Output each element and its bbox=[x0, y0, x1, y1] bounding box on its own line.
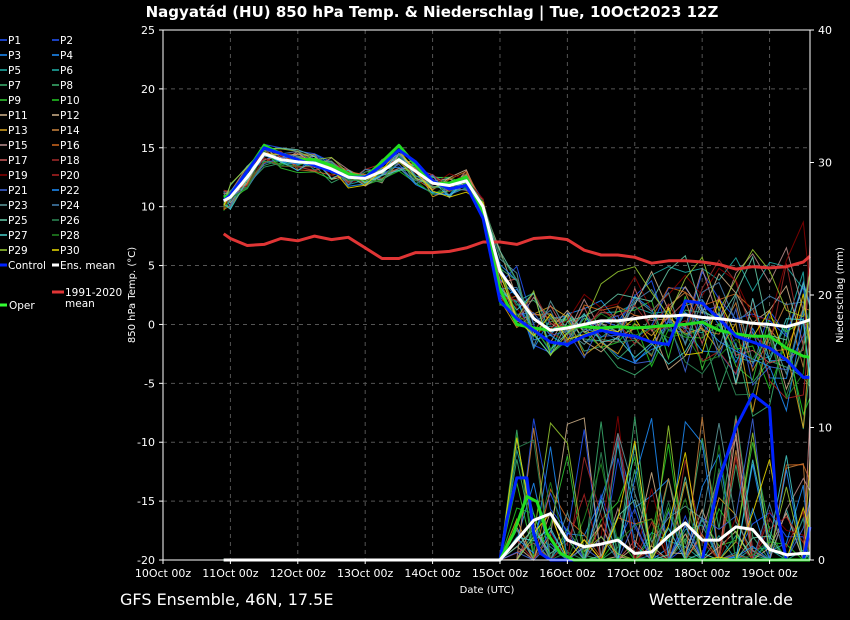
footer-source: Wetterzentrale.de bbox=[649, 590, 793, 609]
x-tick-label: 18Oct 00z bbox=[674, 567, 731, 580]
axis-layer: 25 20 15 10 5 0 -5 -10 -15 -20 40 30 20 10 0 10Oct 00z 1… bbox=[135, 24, 832, 580]
y-tick-label: -15 bbox=[137, 495, 155, 508]
y2-tick-label: 10 bbox=[818, 422, 832, 435]
y2-tick-label: 40 bbox=[818, 24, 832, 37]
legend: P1 P2 P3 P4 P5 P6 P7 P8 P9 P10 P11 P12 P13 P14 P15 P16 P… bbox=[0, 35, 122, 312]
grid-layer bbox=[163, 30, 810, 560]
legend-entry: P5 bbox=[8, 65, 21, 77]
legend-entry: P20 bbox=[60, 170, 80, 182]
y-tick-label: -20 bbox=[137, 554, 155, 567]
y-tick-label: -10 bbox=[137, 436, 155, 449]
legend-entry: P8 bbox=[60, 80, 73, 92]
legend-entry: P19 bbox=[8, 170, 28, 182]
ensemble-member-temp-line bbox=[223, 150, 811, 366]
y-tick-label: 20 bbox=[141, 83, 155, 96]
legend-entry: P9 bbox=[8, 95, 21, 107]
legend-entry: P14 bbox=[60, 125, 80, 137]
legend-entry: P24 bbox=[60, 200, 80, 212]
y-tick-label: 15 bbox=[141, 142, 155, 155]
legend-entry: P15 bbox=[8, 140, 28, 152]
legend-entry: P11 bbox=[8, 110, 28, 122]
y-tick-label: -5 bbox=[144, 377, 155, 390]
x-tick-label: 14Oct 00z bbox=[404, 567, 461, 580]
legend-entry: P12 bbox=[60, 110, 80, 122]
legend-entry: P3 bbox=[8, 50, 21, 62]
chart-title: Nagyatád (HU) 850 hPa Temp. & Niederschl… bbox=[146, 3, 719, 22]
y-tick-label: 10 bbox=[141, 201, 155, 214]
x-tick-label: 11Oct 00z bbox=[202, 567, 259, 580]
legend-entry: P25 bbox=[8, 215, 28, 227]
legend-entry: P1 bbox=[8, 35, 21, 47]
legend-entry-oper: Oper bbox=[9, 300, 35, 312]
footer-model-info: GFS Ensemble, 46N, 17.5E bbox=[120, 590, 333, 609]
legend-entry-climatology-mean: mean bbox=[65, 298, 95, 310]
y-axis-label: 850 hPa Temp. (°C) bbox=[127, 247, 138, 343]
x-tick-label: 12Oct 00z bbox=[270, 567, 327, 580]
x-tick-label: 17Oct 00z bbox=[607, 567, 664, 580]
ensemble-member-temp-line bbox=[223, 149, 811, 348]
legend-entry: P18 bbox=[60, 155, 80, 167]
x-axis-label: Date (UTC) bbox=[460, 585, 515, 596]
ens-mean-temp-line bbox=[222, 152, 811, 332]
1991-2020-mean-temp-line bbox=[222, 232, 811, 271]
y-tick-label: 5 bbox=[148, 260, 155, 273]
legend-entry: P13 bbox=[8, 125, 28, 137]
legend-entry: P4 bbox=[60, 50, 73, 62]
legend-entry: Control bbox=[8, 260, 46, 272]
oper-temp-line bbox=[223, 143, 811, 359]
y2-tick-label: 0 bbox=[818, 554, 825, 567]
legend-entry: P21 bbox=[8, 185, 28, 197]
legend-entry: P23 bbox=[8, 200, 28, 212]
legend-entry: P27 bbox=[8, 230, 28, 242]
legend-entry: P26 bbox=[60, 215, 80, 227]
x-tick-label: 16Oct 00z bbox=[539, 567, 596, 580]
legend-entry: P22 bbox=[60, 185, 80, 197]
x-tick-label: 19Oct 00z bbox=[741, 567, 798, 580]
x-tick-label: 15Oct 00z bbox=[472, 567, 529, 580]
y2-tick-label: 30 bbox=[818, 157, 832, 170]
legend-entry: P17 bbox=[8, 155, 28, 167]
y2-tick-label: 20 bbox=[818, 289, 832, 302]
legend-entry: P16 bbox=[60, 140, 80, 152]
legend-entry: P30 bbox=[60, 245, 80, 257]
legend-entry: Ens. mean bbox=[60, 260, 115, 272]
legend-entry-climatology: 1991-2020 bbox=[65, 287, 122, 299]
legend-entry: P29 bbox=[8, 245, 28, 257]
legend-entry: P6 bbox=[60, 65, 73, 77]
legend-entry: P10 bbox=[60, 95, 80, 107]
legend-entry: P28 bbox=[60, 230, 80, 242]
legend-entry: P2 bbox=[60, 35, 73, 47]
legend-entry: P7 bbox=[8, 80, 21, 92]
y-tick-label: 0 bbox=[148, 318, 155, 331]
y-tick-label: 25 bbox=[141, 24, 155, 37]
ensemble-member-temp-line bbox=[223, 155, 811, 364]
y2-axis-label: Niederschlag (mm) bbox=[835, 247, 846, 343]
x-tick-label: 13Oct 00z bbox=[337, 567, 394, 580]
x-tick-label: 10Oct 00z bbox=[135, 567, 192, 580]
